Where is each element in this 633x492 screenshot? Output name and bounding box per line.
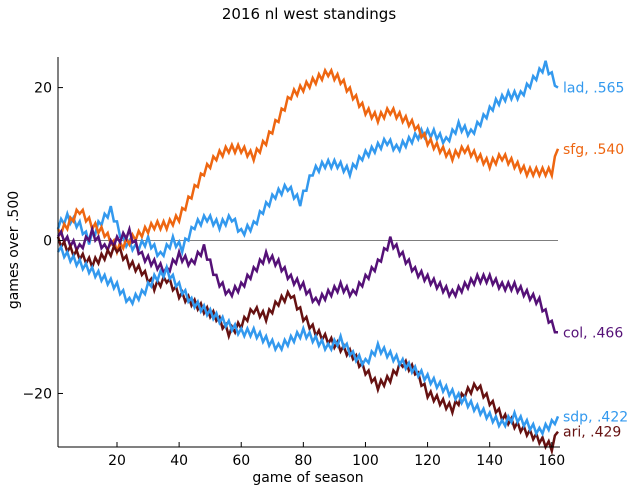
axes: 20 40 60 80 100 120 140 160 −20 0 20 <box>22 57 565 469</box>
series-end-label: sdp, .422 <box>563 409 628 425</box>
x-tick-label: 80 <box>294 453 312 469</box>
y-axis-label: games over .500 <box>6 191 22 309</box>
x-tick-label: 160 <box>538 453 565 469</box>
series-end-label: ari, .429 <box>563 425 621 441</box>
series-line-col <box>56 224 558 334</box>
x-axis-label: game of season <box>252 470 363 486</box>
x-tick-label: 140 <box>476 453 503 469</box>
x-tick-label: 100 <box>352 453 379 469</box>
y-tick-label: 20 <box>34 81 52 97</box>
series-end-label: col, .466 <box>563 325 623 341</box>
x-tick-label: 120 <box>414 453 441 469</box>
series-end-label: sfg, .540 <box>563 142 624 158</box>
series-line-ari <box>56 236 559 456</box>
chart-title: 2016 nl west standings <box>222 5 396 23</box>
series-line-sdp <box>56 243 560 437</box>
series-line-sfg <box>56 67 560 257</box>
x-tick-label: 40 <box>170 453 188 469</box>
x-tick-label: 20 <box>108 453 126 469</box>
series-line-lad <box>56 60 559 259</box>
y-tick-label: −20 <box>22 386 52 402</box>
series-end-labels: lad, .565 sfg, .540 col, .466 sdp, .422ari,… <box>563 81 628 441</box>
y-tick-label: 0 <box>43 234 52 250</box>
series-end-label: lad, .565 <box>563 81 624 97</box>
plot-lines <box>56 60 560 456</box>
x-tick-label: 60 <box>232 453 250 469</box>
